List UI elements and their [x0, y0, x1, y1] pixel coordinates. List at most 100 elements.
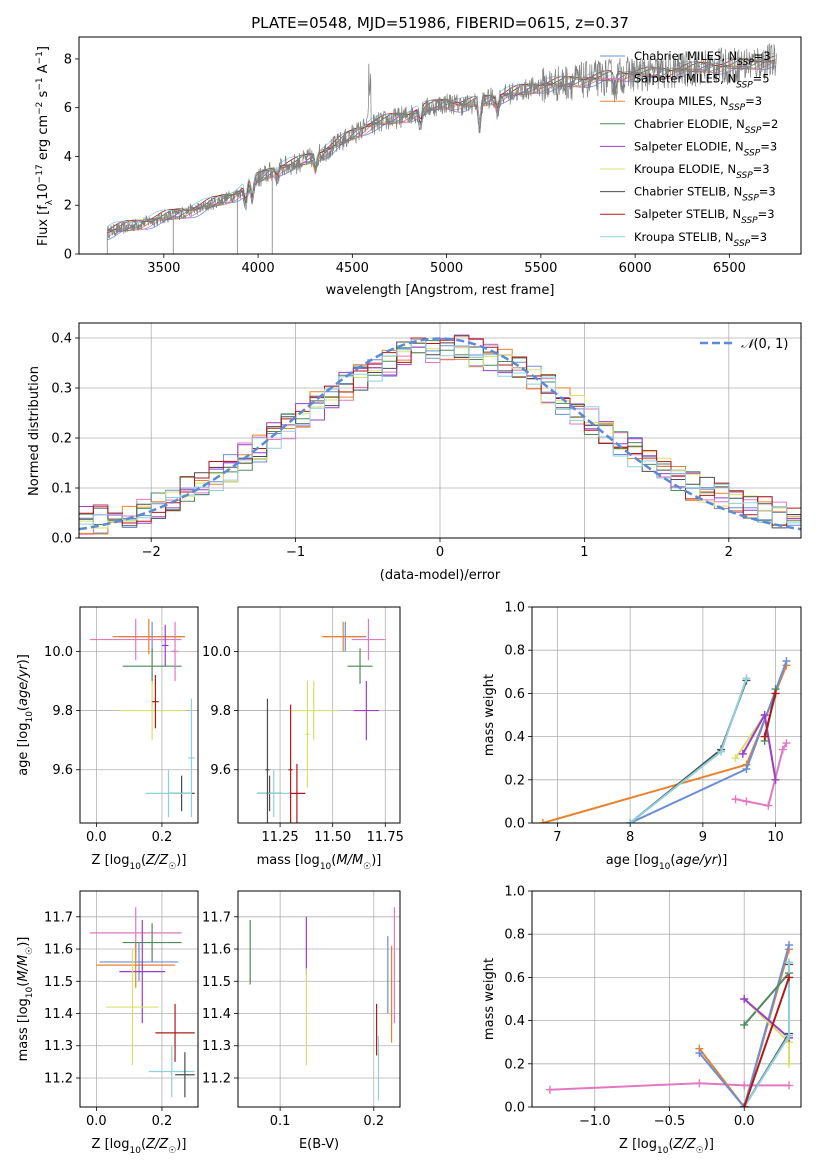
- weight-marker: [626, 819, 635, 823]
- legend-label: Salpeter STELIB, NSSP=3: [634, 207, 775, 226]
- weight-line: [542, 664, 788, 823]
- x-tick-label: −2: [142, 545, 161, 560]
- x-tick-label: 0.2: [363, 1114, 384, 1129]
- weight-marker: [545, 1085, 554, 1094]
- x-tick-label: 0.0: [86, 1114, 107, 1129]
- y-tick-label: 2: [64, 199, 72, 214]
- y-tick-label: 11.3: [202, 1039, 231, 1054]
- y-tick-label: 11.2: [202, 1071, 231, 1086]
- y-axis-label: Flux [fλ10−17 erg cm−2 s−1 A−1]: [35, 46, 55, 246]
- weight-marker: [731, 795, 740, 804]
- weight-line: [741, 712, 777, 780]
- x-tick-label: 0.1: [270, 1114, 291, 1129]
- legend-label: Kroupa MILES, NSSP=3: [634, 94, 762, 113]
- y-tick-label: 0.6: [504, 971, 525, 986]
- y-tick-label: 11.5: [44, 975, 73, 990]
- x-tick-label: 10: [767, 830, 784, 845]
- x-tick-label: 3500: [147, 261, 180, 276]
- weight-marker: [785, 958, 794, 967]
- x-tick-label: 4500: [336, 261, 369, 276]
- x-tick-label: 6500: [713, 261, 746, 276]
- plot-area: [89, 907, 195, 1098]
- weight-line: [743, 977, 790, 1107]
- weight-line: [549, 1082, 789, 1091]
- weight-line: [629, 680, 748, 823]
- legend-label: Kroupa STELIB, NSSP=3: [634, 230, 767, 249]
- x-axis-label: Z [log10(Z/Z☉)]: [92, 853, 187, 872]
- y-tick-label: 11.4: [202, 1007, 231, 1022]
- y-tick-label: 0: [64, 248, 72, 263]
- y-tick-label: 0.8: [504, 644, 525, 659]
- y-tick-label: 0.4: [51, 332, 72, 347]
- weight-marker: [785, 941, 794, 949]
- histogram-series: [79, 348, 801, 535]
- plot-area: [545, 941, 794, 1107]
- x-tick-label: 0.2: [152, 1114, 173, 1129]
- chart-residuals: −2 −1 0 1 2 0.0 0.1 0.2 0.3 0.4 (data-model)/error…: [27, 322, 802, 583]
- weight-marker: [785, 1081, 794, 1090]
- x-axis-label: Z [log10(Z/Z☉)]: [619, 1137, 714, 1156]
- weight-marker: [742, 797, 751, 806]
- y-tick-label: 0.4: [504, 1014, 525, 1029]
- y-tick-label: 9.6: [52, 763, 73, 778]
- weight-marker: [740, 1020, 749, 1029]
- gaussian-curve: [79, 337, 801, 531]
- legend-label: Kroupa ELODIE, NSSP=3: [634, 162, 770, 181]
- y-tick-label: 0.2: [504, 773, 525, 788]
- chart-age-vs-mass: 11.25 11.50 11.75 9.6 9.8 10.0 mass [log10(M/M…: [202, 606, 404, 872]
- y-tick-label: 6: [64, 101, 72, 116]
- y-tick-label: 0.2: [504, 1057, 525, 1072]
- weight-marker: [740, 1103, 749, 1107]
- x-tick-label: 7: [553, 830, 561, 845]
- legend: Chabrier MILES, NSSP=3 Salpeter MILES, NS…: [600, 49, 778, 249]
- chart-mass-vs-Z: 0.0 0.2 11.2 11.3 11.4 11.5 11.6 11.7 Z [log10(Z…: [16, 890, 199, 1156]
- weight-marker: [771, 689, 780, 698]
- x-axis-label: age [log10(age/yr)]: [606, 853, 728, 872]
- y-tick-label: 0.6: [504, 687, 525, 702]
- x-tick-label: 5500: [524, 261, 557, 276]
- weight-marker: [760, 711, 769, 719]
- y-tick-label: 9.6: [210, 763, 231, 778]
- weight-line: [763, 693, 777, 737]
- y-tick-label: 11.6: [202, 943, 231, 958]
- legend-label: Chabrier STELIB, NSSP=3: [634, 185, 776, 204]
- y-tick-label: 11.3: [44, 1039, 73, 1054]
- x-tick-label: 0.0: [86, 830, 107, 845]
- axes-frame: [237, 890, 401, 1108]
- axes-frame: [79, 890, 199, 1108]
- figure-title: PLATE=0548, MJD=51986, FIBERID=0615, z=0…: [251, 14, 629, 32]
- legend-label: Chabrier ELODIE, NSSP=2: [634, 117, 778, 136]
- x-tick-label: 4000: [242, 261, 275, 276]
- histogram-series: [79, 341, 801, 529]
- y-axis-label: mass weight: [482, 674, 497, 756]
- weight-marker: [731, 754, 740, 763]
- weight-marker: [742, 674, 751, 683]
- y-tick-label: 0.2: [51, 432, 72, 447]
- y-axis-label: age [log10(age/yr)]: [16, 654, 35, 776]
- weight-marker: [695, 1049, 704, 1057]
- y-tick-label: 8: [64, 52, 72, 67]
- chart-mass-vs-EBV: 0.1 0.2 11.2 11.3 11.4 11.5 11.6 11.7 E(B-V): [202, 890, 401, 1152]
- data-spectrum-line: [106, 43, 777, 239]
- legend-label: Chabrier MILES, NSSP=3: [634, 49, 771, 68]
- y-tick-label: 0.8: [504, 928, 525, 943]
- plot-area: [106, 43, 777, 254]
- weight-line: [743, 972, 790, 1026]
- y-tick-label: 1.0: [504, 885, 525, 900]
- chart-spectrum: 3500 4000 4500 5000 5500 6000 6500 0 2 4 6 8 wavelen…: [35, 36, 802, 298]
- y-tick-label: 10.0: [202, 645, 231, 660]
- x-tick-label: −1.0: [579, 1114, 611, 1129]
- histogram-series: [79, 339, 801, 525]
- y-tick-label: 1.0: [504, 601, 525, 616]
- y-tick-label: 0.4: [504, 730, 525, 745]
- x-tick-label: 0.0: [734, 1114, 755, 1129]
- x-tick-label: 8: [626, 830, 634, 845]
- plot-area: [79, 334, 801, 535]
- x-tick-label: −0.5: [654, 1114, 686, 1129]
- plot-area: [249, 907, 395, 1101]
- y-axis-label: Normed distribution: [27, 366, 42, 496]
- x-tick-label: 0: [436, 545, 444, 560]
- y-tick-label: 0.3: [51, 382, 72, 397]
- chart-age-vs-Z: 0.0 0.2 9.6 9.8 10.0 Z [log10(Z/Z☉)] age [log1…: [16, 606, 199, 872]
